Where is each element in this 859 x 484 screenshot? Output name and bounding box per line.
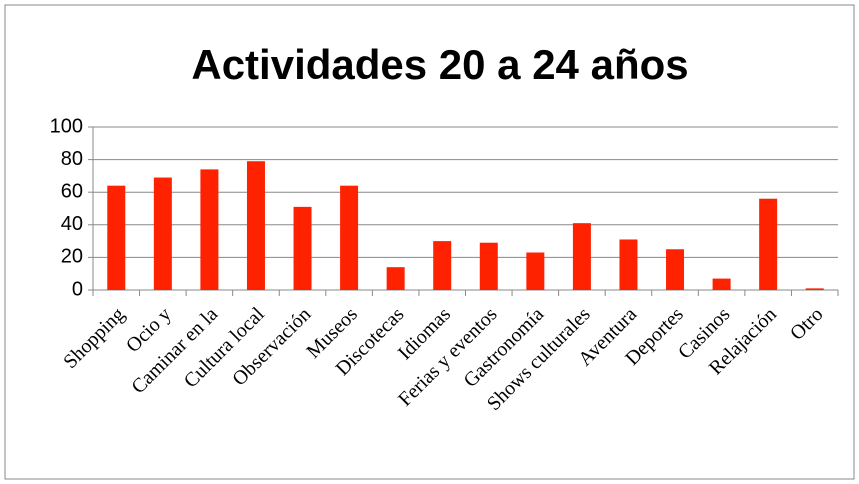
bar bbox=[666, 249, 685, 290]
chart-frame bbox=[4, 4, 855, 480]
bar bbox=[153, 177, 172, 290]
bar bbox=[107, 185, 126, 290]
bar bbox=[200, 169, 219, 290]
bar bbox=[759, 198, 778, 290]
y-tick-label: 100 bbox=[50, 115, 83, 137]
bar bbox=[619, 239, 638, 290]
bar bbox=[293, 206, 312, 290]
bar bbox=[246, 161, 265, 290]
bar bbox=[433, 241, 452, 290]
bar bbox=[526, 252, 545, 290]
y-tick-label: 60 bbox=[61, 180, 83, 202]
bar bbox=[572, 223, 591, 290]
bar bbox=[805, 288, 824, 290]
y-tick-label: 80 bbox=[61, 148, 83, 170]
y-tick-label: 0 bbox=[72, 278, 83, 300]
bar bbox=[479, 242, 498, 290]
bar bbox=[386, 267, 405, 290]
chart-title: Actividades 20 a 24 años bbox=[191, 41, 688, 88]
bar bbox=[712, 278, 731, 290]
bar bbox=[340, 185, 359, 290]
y-tick-label: 20 bbox=[61, 246, 83, 268]
y-tick-label: 40 bbox=[61, 213, 83, 235]
